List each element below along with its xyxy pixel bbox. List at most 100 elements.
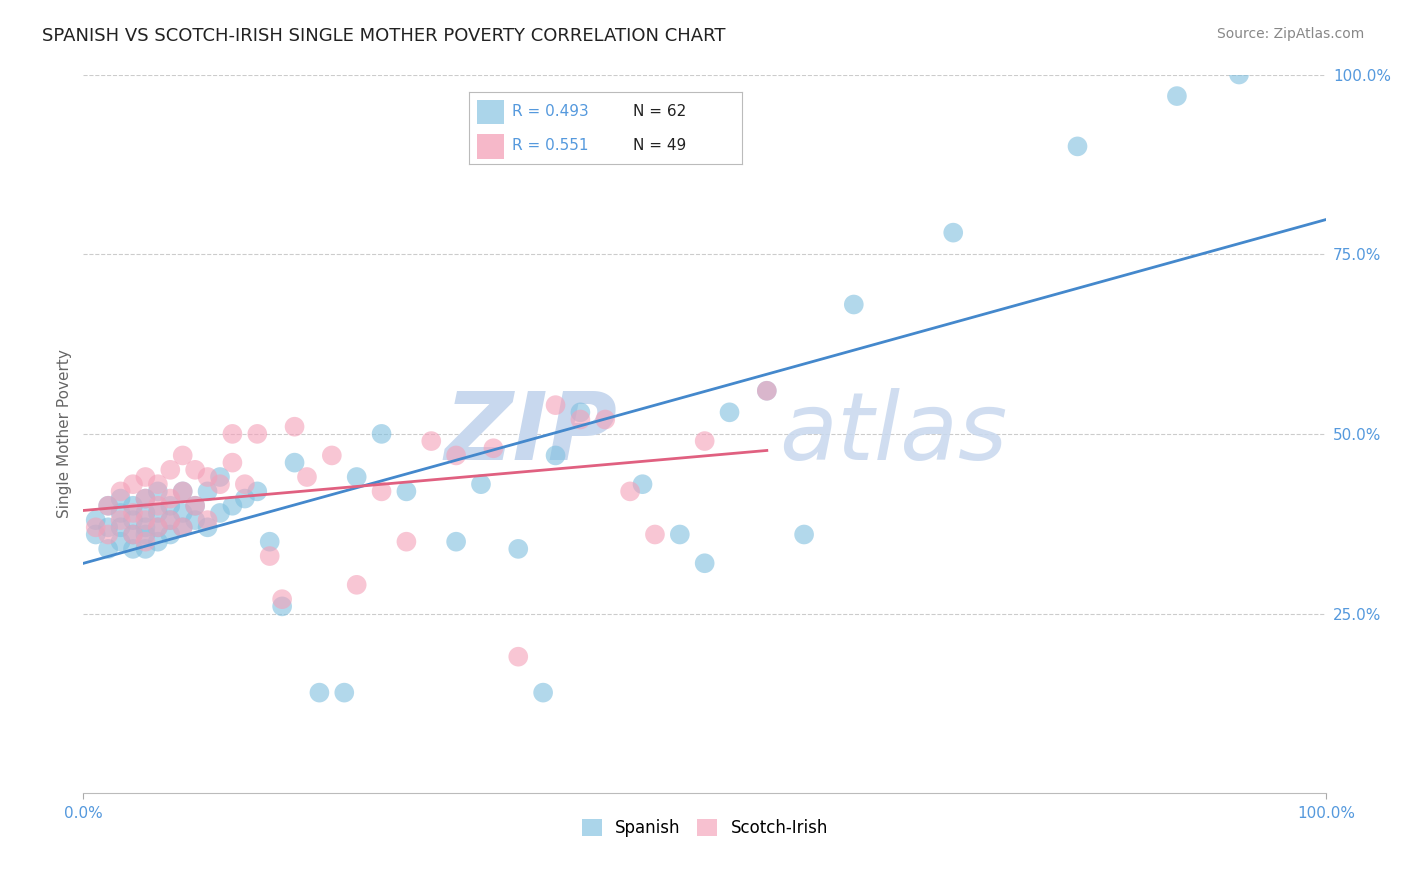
Point: [146, 534, 169, 549]
Point: [246, 484, 269, 499]
Point: [370, 426, 392, 441]
Point: [134, 520, 156, 534]
Point: [172, 520, 194, 534]
Point: [134, 527, 156, 541]
Text: ZIP: ZIP: [444, 388, 617, 480]
Point: [246, 426, 269, 441]
Point: [295, 470, 318, 484]
Point: [134, 491, 156, 506]
Point: [184, 513, 207, 527]
Point: [755, 384, 778, 398]
Point: [544, 398, 567, 412]
Point: [97, 499, 120, 513]
Point: [755, 384, 778, 398]
Point: [669, 527, 692, 541]
Point: [84, 527, 107, 541]
Point: [793, 527, 815, 541]
Point: [184, 463, 207, 477]
Point: [208, 470, 231, 484]
Point: [110, 484, 132, 499]
Point: [172, 484, 194, 499]
Point: [84, 520, 107, 534]
Point: [146, 477, 169, 491]
Point: [233, 477, 256, 491]
Point: [482, 442, 505, 456]
Point: [159, 491, 181, 506]
Point: [97, 499, 120, 513]
Point: [146, 484, 169, 499]
Point: [122, 527, 145, 541]
Text: SPANISH VS SCOTCH-IRISH SINGLE MOTHER POVERTY CORRELATION CHART: SPANISH VS SCOTCH-IRISH SINGLE MOTHER PO…: [42, 27, 725, 45]
Point: [444, 534, 467, 549]
Point: [644, 527, 666, 541]
Point: [146, 520, 169, 534]
Point: [842, 297, 865, 311]
Point: [184, 499, 207, 513]
Point: [221, 456, 243, 470]
Y-axis label: Single Mother Poverty: Single Mother Poverty: [58, 350, 72, 518]
Point: [1227, 68, 1250, 82]
Point: [1166, 89, 1188, 103]
Point: [110, 520, 132, 534]
Point: [134, 506, 156, 520]
Point: [693, 556, 716, 570]
Point: [221, 499, 243, 513]
Point: [259, 534, 281, 549]
Point: [134, 541, 156, 556]
Point: [508, 541, 530, 556]
Point: [146, 506, 169, 520]
Point: [1066, 139, 1088, 153]
Point: [110, 534, 132, 549]
Point: [146, 520, 169, 534]
Point: [184, 499, 207, 513]
Point: [159, 527, 181, 541]
Point: [110, 506, 132, 520]
Point: [159, 513, 181, 527]
Point: [122, 506, 145, 520]
Text: Source: ZipAtlas.com: Source: ZipAtlas.com: [1216, 27, 1364, 41]
Point: [619, 484, 641, 499]
Text: atlas: atlas: [779, 388, 1008, 479]
Point: [122, 499, 145, 513]
Point: [508, 649, 530, 664]
Point: [172, 506, 194, 520]
Point: [942, 226, 965, 240]
Point: [569, 405, 592, 419]
Point: [208, 477, 231, 491]
Point: [197, 520, 219, 534]
Point: [122, 513, 145, 527]
Point: [693, 434, 716, 448]
Point: [346, 578, 368, 592]
Point: [395, 484, 418, 499]
Point: [122, 541, 145, 556]
Point: [333, 685, 356, 699]
Point: [208, 506, 231, 520]
Point: [370, 484, 392, 499]
Point: [134, 534, 156, 549]
Point: [172, 484, 194, 499]
Point: [84, 513, 107, 527]
Point: [271, 599, 294, 614]
Point: [569, 412, 592, 426]
Point: [284, 456, 307, 470]
Point: [321, 449, 343, 463]
Point: [631, 477, 654, 491]
Point: [159, 463, 181, 477]
Point: [146, 499, 169, 513]
Point: [284, 419, 307, 434]
Point: [718, 405, 741, 419]
Point: [395, 534, 418, 549]
Point: [110, 513, 132, 527]
Point: [110, 491, 132, 506]
Point: [259, 549, 281, 563]
Point: [134, 491, 156, 506]
Point: [172, 520, 194, 534]
Legend: Spanish, Scotch-Irish: Spanish, Scotch-Irish: [575, 812, 834, 844]
Point: [544, 449, 567, 463]
Point: [134, 470, 156, 484]
Point: [221, 426, 243, 441]
Point: [122, 527, 145, 541]
Point: [470, 477, 492, 491]
Point: [444, 449, 467, 463]
Point: [172, 449, 194, 463]
